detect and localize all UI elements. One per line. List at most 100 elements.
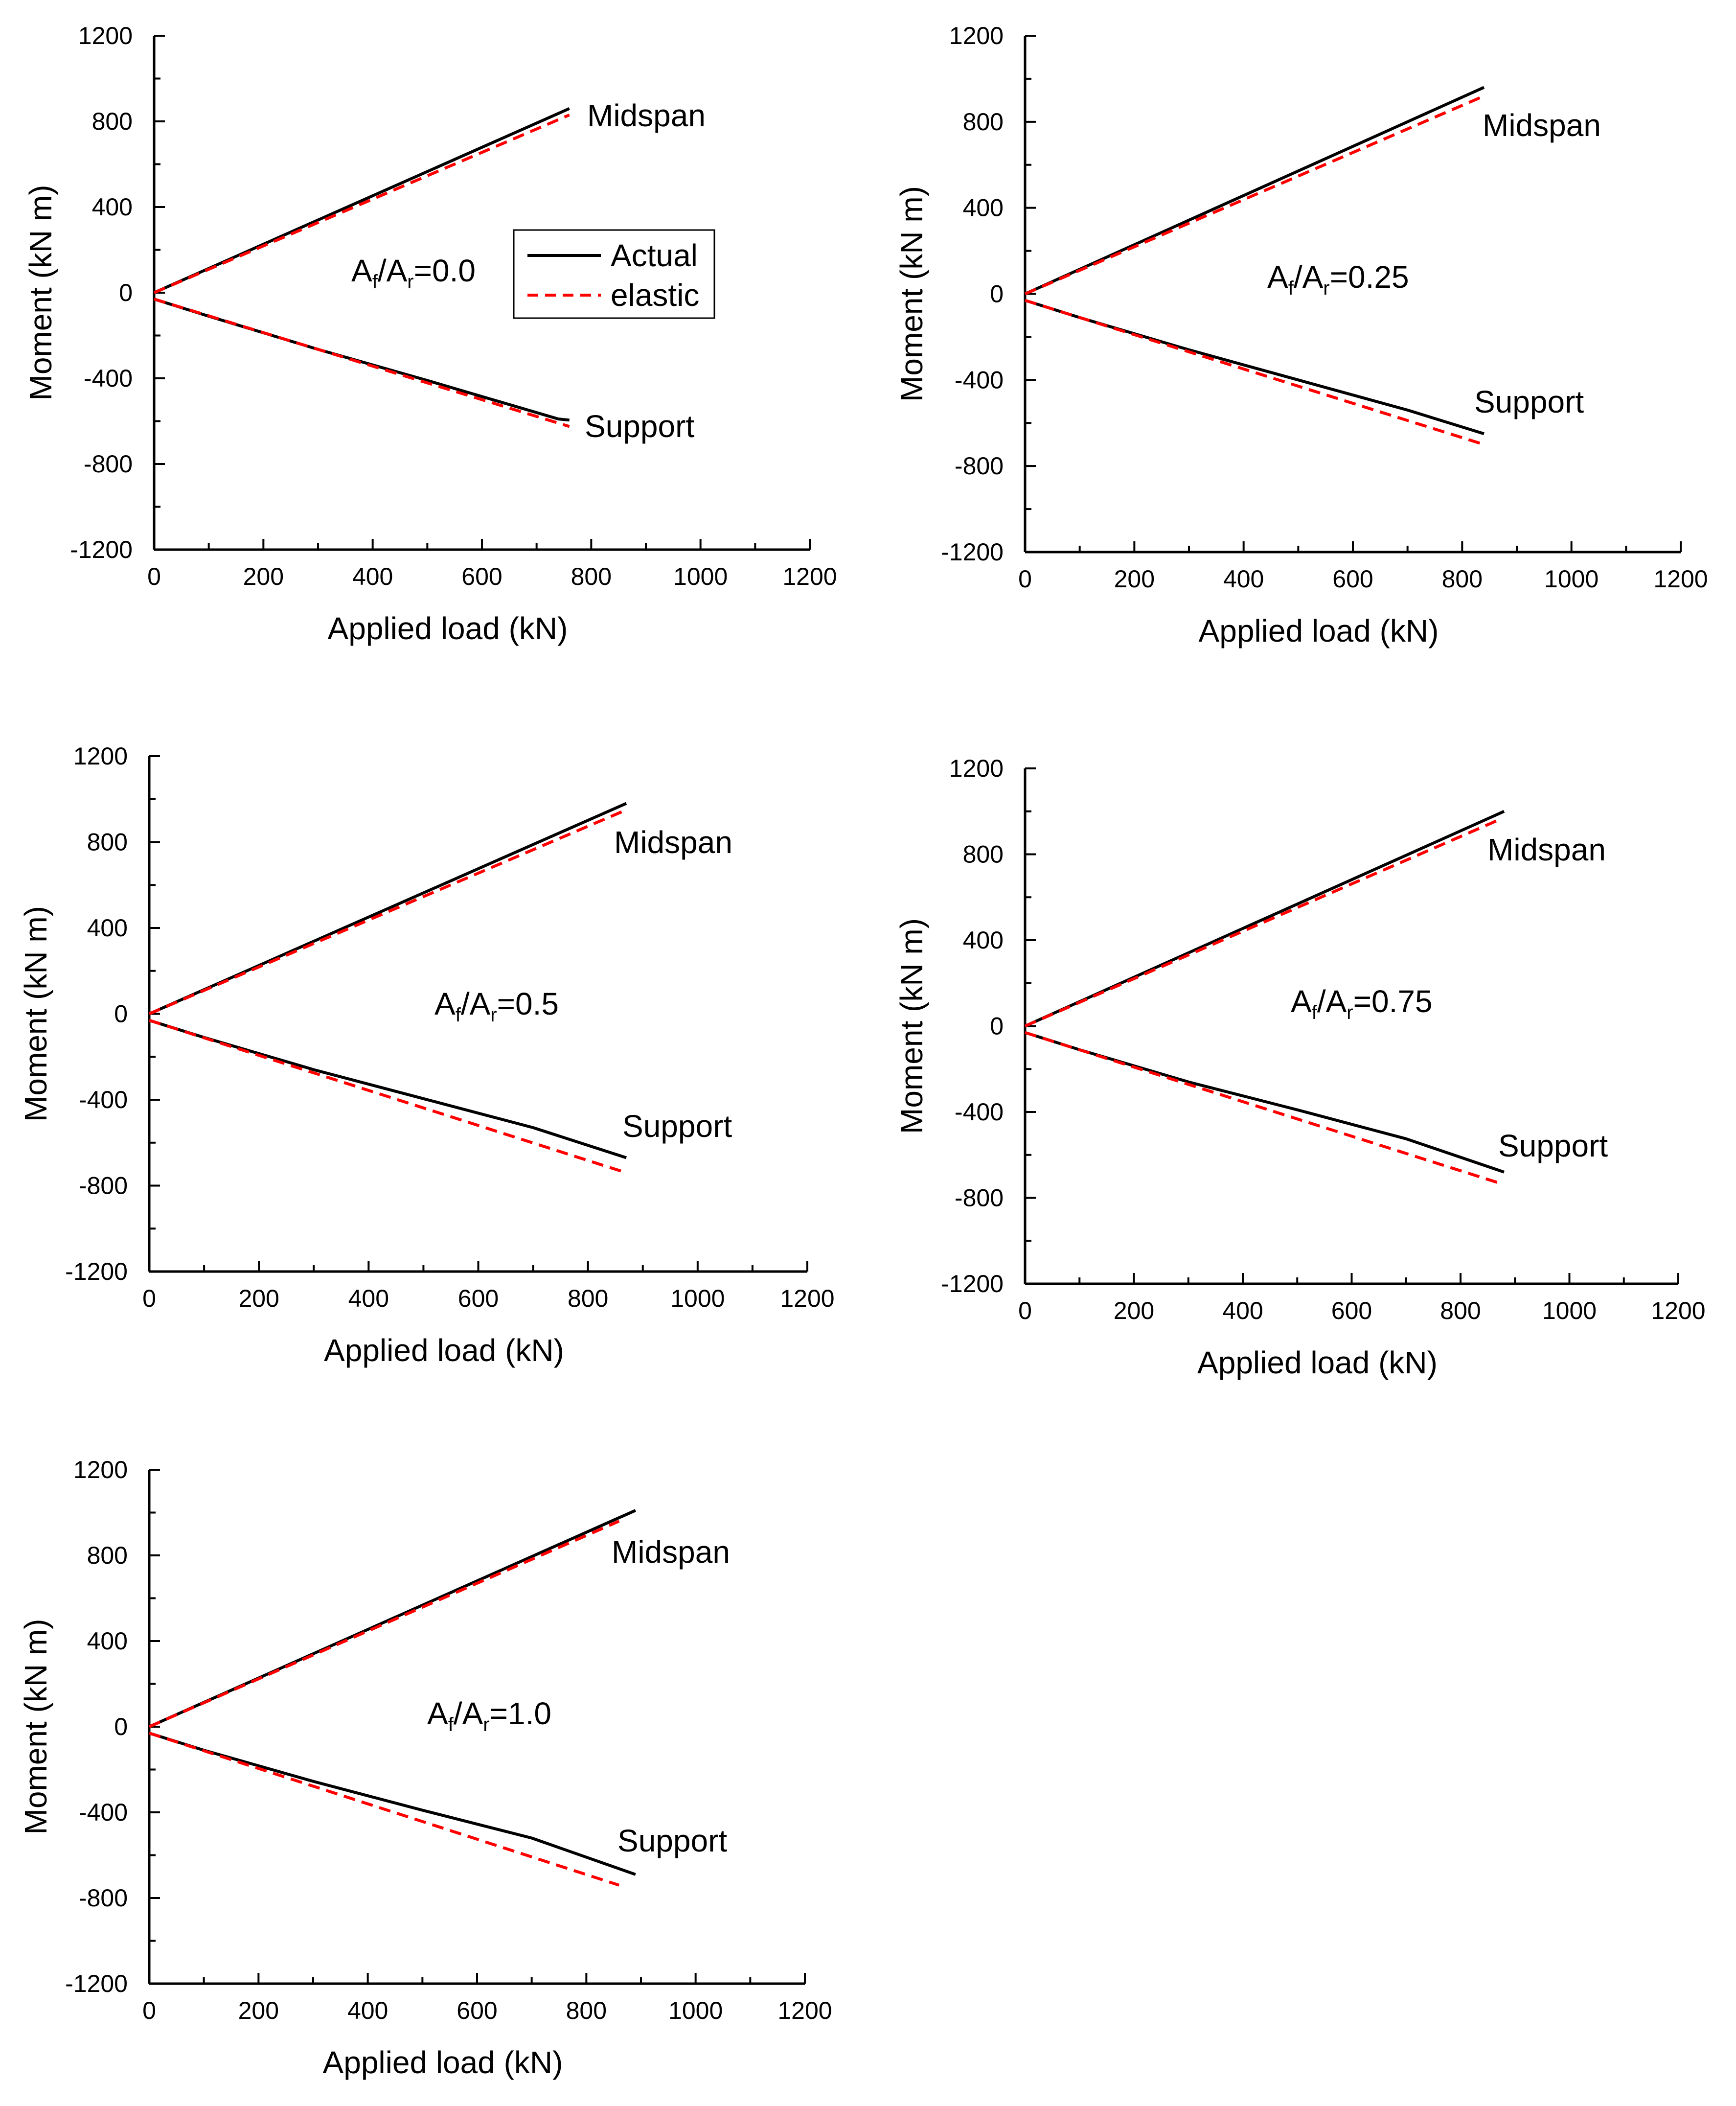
x-axis-title: Applied load (kN) [324,1333,564,1368]
x-tick-labels: 0 200 400 600 800 1000 1200 [142,1997,832,2024]
x-tick-labels: 0 200 400 600 800 1000 1200 [1018,565,1708,593]
y-tick-label: 400 [92,193,133,221]
support-label: Support [622,1109,732,1144]
elastic-series-line [148,1520,620,1728]
y-tick-label: 1200 [73,742,128,770]
y-axis-title: Moment (kN m) [23,185,58,401]
y-tick-labels: 1200 800 400 0 -400 -800 -1200 [941,755,1004,1297]
x-tick-label: 1000 [1542,1297,1597,1324]
actual-series-line [1024,810,1505,1028]
x-tick-label: 400 [352,563,393,590]
midspan-label: Midspan [614,825,732,860]
chart-panel-af-ar-0.25: 0 200 400 600 800 1000 1200 1200 800 400… [894,22,1708,648]
area-ratio-label: Af/Ar=0.5 [434,986,559,1026]
y-tick-label: -800 [79,1884,128,1912]
y-axis-title: Moment (kN m) [894,918,929,1134]
x-tick-label: 200 [243,563,284,590]
actual-series-line [1025,299,1485,436]
series-group [1024,86,1485,446]
x-tick-label: 200 [1114,1297,1154,1324]
x-tick-labels: 0 200 400 600 800 1000 1200 [1018,1297,1706,1324]
x-tick-label: 400 [347,1997,388,2024]
y-tick-label: 1200 [949,22,1004,49]
legend-box [513,229,715,319]
x-tick-label: 600 [1332,565,1373,593]
y-tick-label: 400 [87,914,128,942]
y-tick-label: -800 [79,1172,128,1200]
area-ratio-label: Af/Ar=0.25 [1267,259,1409,299]
series-group [148,802,627,1175]
x-tick-label: 400 [1222,1297,1263,1324]
y-tick-label: 1200 [73,1456,128,1483]
elastic-series-line [148,808,627,1016]
x-tick-label: 200 [1114,565,1155,593]
y-tick-label: 800 [963,108,1004,136]
legend-elastic-label: elastic [611,278,699,313]
y-tick-label: -400 [84,365,133,392]
elastic-series-line [1025,1031,1499,1184]
y-tick-label: 0 [119,279,133,306]
midspan-label: Midspan [1487,832,1606,867]
chart-panel-af-ar-0.75: 0 200 400 600 800 1000 1200 1200 800 400… [894,755,1706,1380]
y-tick-label: 400 [963,926,1004,954]
x-tick-labels: 0 200 400 600 800 1000 1200 [142,1285,835,1312]
x-tick-label: 0 [142,1997,156,2024]
actual-series-line [1025,1031,1505,1174]
tick-marks [148,755,808,1273]
series-group [153,107,570,428]
midspan-label: Midspan [587,98,706,133]
legend-actual-label: Actual [611,238,698,273]
actual-series-line [149,1018,627,1159]
elastic-series-line [1024,94,1485,296]
y-tick-label: -800 [955,452,1004,480]
area-ratio-label: Af/Ar=0.75 [1291,984,1433,1023]
support-label: Support [617,1823,727,1858]
x-tick-label: 600 [1331,1297,1372,1324]
x-tick-label: 1200 [777,1997,832,2024]
support-label: Support [585,409,694,444]
elastic-series-line [1025,299,1485,446]
x-tick-label: 600 [457,1997,497,2024]
x-tick-label: 800 [571,563,612,590]
x-tick-label: 0 [147,563,161,590]
y-tick-label: -1200 [941,538,1004,566]
support-label: Support [1474,384,1584,419]
tick-marks [148,1469,806,1985]
x-tick-label: 0 [1018,1297,1032,1324]
elastic-series-line [153,114,570,294]
x-tick-label: 800 [1440,1297,1481,1324]
chart-panel-af-ar-1.0: 0 200 400 600 800 1000 1200 1200 800 400… [18,1456,832,2080]
x-tick-label: 800 [566,1997,607,2024]
y-tick-label: 0 [990,1013,1004,1040]
y-axis-title: Moment (kN m) [894,186,929,402]
x-axis-title: Applied load (kN) [1197,1345,1438,1380]
y-tick-label: 400 [87,1627,128,1655]
y-tick-label: 1200 [949,755,1004,782]
tick-marks [1024,35,1682,553]
y-tick-label: 0 [990,280,1004,308]
area-ratio-label: Af/Ar=0.0 [351,253,476,293]
x-tick-label: 600 [458,1285,499,1312]
y-tick-label: 1200 [78,22,133,49]
y-tick-labels: 1200 800 400 0 -400 -800 -1200 [941,22,1004,566]
x-tick-label: 1000 [670,1285,725,1312]
x-tick-label: 200 [238,1285,279,1312]
elastic-series-line [154,298,570,428]
y-tick-label: 0 [114,1713,128,1740]
x-tick-label: 1000 [1544,565,1599,593]
x-axis-title: Applied load (kN) [323,2045,563,2080]
y-axis-title: Moment (kN m) [18,1619,53,1835]
y-tick-label: 800 [963,841,1004,868]
legend: Actual elastic [513,229,715,319]
series-group [148,1509,637,1887]
y-tick-label: -800 [84,450,133,478]
actual-series-line [149,1732,636,1876]
area-ratio-label: Af/Ar=1.0 [427,1696,551,1736]
x-tick-label: 1000 [668,1997,723,2024]
y-tick-label: -1200 [70,536,133,563]
y-tick-labels: 1200 800 400 0 -400 -800 -1200 [65,1456,128,1997]
y-tick-label: 0 [114,1000,128,1028]
x-tick-label: 0 [1018,565,1032,593]
y-tick-label: -400 [955,366,1004,393]
